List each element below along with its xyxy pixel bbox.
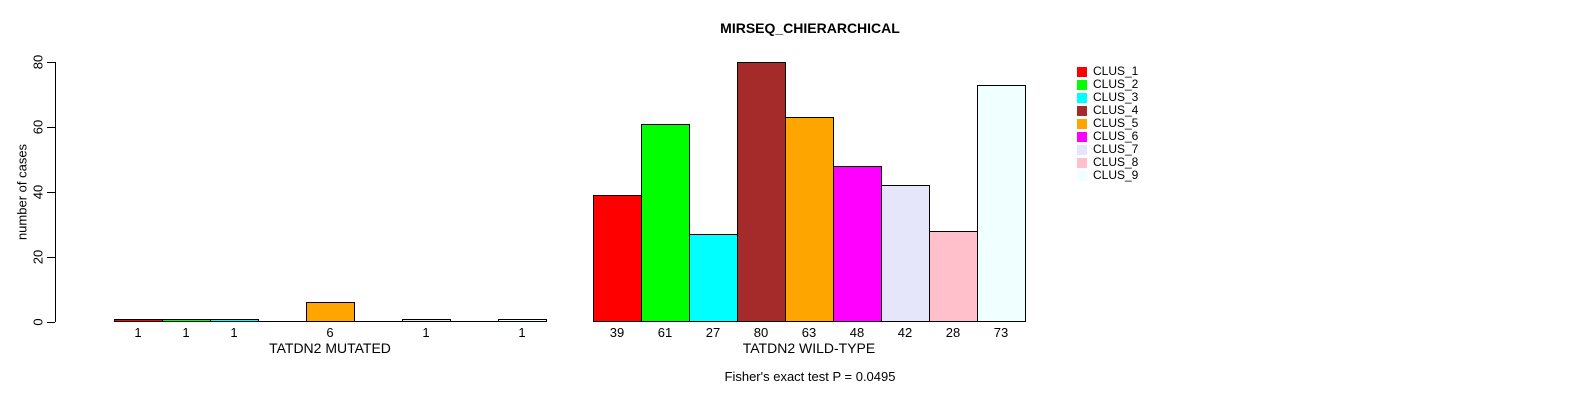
chart-title: MIRSEQ_CHIERARCHICAL — [720, 20, 900, 36]
bar-value-label: 48 — [849, 325, 865, 340]
bar-value-label: 1 — [134, 325, 142, 340]
bar-clus-1-tatdn2-wild-type — [593, 195, 642, 322]
bar-value-label: 80 — [753, 325, 769, 340]
legend-item-clus-4: CLUS_4 — [1077, 104, 1138, 117]
y-axis-tick-label: 40 — [30, 184, 46, 200]
x-axis-group-label-wild-type: TATDN2 WILD-TYPE — [742, 340, 876, 356]
bar-value-label: 73 — [993, 325, 1009, 340]
legend-item-clus-2: CLUS_2 — [1077, 78, 1138, 91]
y-axis-tick — [47, 191, 55, 193]
x-axis-group-label-mutated: TATDN2 MUTATED — [269, 340, 391, 356]
legend-swatch-clus-8 — [1077, 157, 1087, 168]
legend-item-clus-3: CLUS_3 — [1077, 91, 1138, 104]
y-axis-tick-label: 80 — [30, 54, 46, 70]
bar-clus-5-tatdn2-wild-type — [785, 117, 834, 322]
bar-clus-3-tatdn2-wild-type — [689, 234, 738, 322]
legend-item-clus-9: CLUS_9 — [1077, 169, 1138, 182]
y-axis-tick — [47, 126, 55, 128]
bar-value-label: 27 — [705, 325, 721, 340]
legend-label: CLUS_6 — [1093, 129, 1139, 143]
y-axis-title: number of cases — [14, 143, 30, 241]
bar-clus-9-tatdn2-mutated — [498, 319, 547, 322]
legend-item-clus-7: CLUS_7 — [1077, 143, 1138, 156]
y-axis-line — [55, 62, 56, 322]
bar-clus-4-tatdn2-wild-type — [737, 62, 786, 322]
bar-clus-2-tatdn2-mutated — [162, 319, 211, 322]
y-axis-tick-label: 20 — [30, 249, 46, 265]
bar-clus-8-tatdn2-wild-type — [929, 231, 978, 322]
legend-swatch-clus-4 — [1077, 105, 1087, 116]
bar-clus-3-tatdn2-mutated — [210, 319, 259, 322]
legend-label: CLUS_4 — [1093, 103, 1139, 117]
y-axis-tick-label: 60 — [30, 119, 46, 135]
bar-value-label: 61 — [657, 325, 673, 340]
y-axis-tick-label: 0 — [30, 318, 46, 326]
legend-label: CLUS_3 — [1093, 90, 1139, 104]
bar-value-label: 39 — [609, 325, 625, 340]
y-axis-tick — [47, 256, 55, 258]
bar-clus-1-tatdn2-mutated — [114, 319, 163, 322]
bar-value-label: 1 — [182, 325, 190, 340]
bar-value-label: 1 — [518, 325, 526, 340]
zero-bar-line-clus-6-tatdn2-mutated — [354, 321, 403, 322]
legend-swatch-clus-9 — [1077, 170, 1087, 181]
bar-value-label: 63 — [801, 325, 817, 340]
bar-clus-7-tatdn2-mutated — [402, 319, 451, 322]
bar-value-label: 1 — [422, 325, 430, 340]
legend-swatch-clus-7 — [1077, 144, 1087, 155]
bar-clus-9-tatdn2-wild-type — [977, 85, 1026, 322]
legend-item-clus-8: CLUS_8 — [1077, 156, 1138, 169]
legend-swatch-clus-3 — [1077, 92, 1087, 103]
bar-clus-6-tatdn2-wild-type — [833, 166, 882, 322]
y-axis-tick — [47, 61, 55, 63]
bar-clus-2-tatdn2-wild-type — [641, 124, 690, 322]
y-axis-tick — [47, 321, 55, 323]
legend-label: CLUS_5 — [1093, 116, 1139, 130]
legend-label: CLUS_7 — [1093, 142, 1139, 156]
bar-clus-5-tatdn2-mutated — [306, 302, 355, 322]
legend-label: CLUS_2 — [1093, 77, 1139, 91]
legend-swatch-clus-1 — [1077, 66, 1087, 77]
legend-swatch-clus-6 — [1077, 131, 1087, 142]
zero-bar-line-clus-8-tatdn2-mutated — [450, 321, 499, 322]
legend-label: CLUS_8 — [1093, 155, 1139, 169]
bar-value-label: 1 — [230, 325, 238, 340]
legend-item-clus-6: CLUS_6 — [1077, 130, 1138, 143]
legend-swatch-clus-5 — [1077, 118, 1087, 129]
legend-label: CLUS_1 — [1093, 64, 1139, 78]
legend-item-clus-5: CLUS_5 — [1077, 117, 1138, 130]
legend-item-clus-1: CLUS_1 — [1077, 65, 1138, 78]
legend-label: CLUS_9 — [1093, 168, 1139, 182]
bar-value-label: 42 — [897, 325, 913, 340]
legend-swatch-clus-2 — [1077, 79, 1087, 90]
bar-value-label: 6 — [326, 325, 334, 340]
bar-value-label: 28 — [945, 325, 961, 340]
zero-bar-line-clus-4-tatdn2-mutated — [258, 321, 307, 322]
bar-clus-7-tatdn2-wild-type — [881, 185, 930, 322]
fisher-test-annotation: Fisher's exact test P = 0.0495 — [724, 369, 896, 384]
